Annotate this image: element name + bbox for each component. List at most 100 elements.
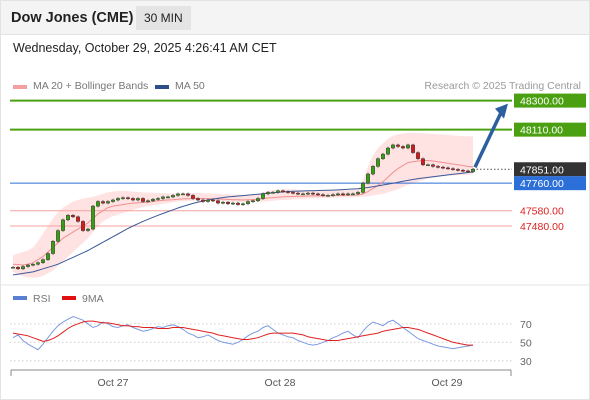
candle-up <box>266 192 270 195</box>
candle-up <box>391 144 395 149</box>
candle-down <box>396 144 400 147</box>
candle-up <box>221 202 225 204</box>
candle-up <box>36 262 40 265</box>
candle-up <box>271 192 275 194</box>
candle-up <box>351 193 355 196</box>
candle-up <box>116 198 120 201</box>
candle-down <box>201 199 205 202</box>
candle-up <box>86 228 90 231</box>
candle-up <box>386 147 390 155</box>
candle-up <box>371 166 375 175</box>
candle-down <box>456 169 460 171</box>
candle-up <box>276 190 280 193</box>
instrument-title: Dow Jones (CME) <box>11 10 134 26</box>
candle-up <box>346 193 350 196</box>
candle-up <box>231 202 235 205</box>
candle-up <box>331 194 335 196</box>
candle-up <box>21 266 25 270</box>
candle-down <box>446 167 450 170</box>
ma9-swatch <box>62 296 76 300</box>
candle-down <box>431 164 435 167</box>
datetime-label: Wednesday, October 29, 2025 4:26:41 AM C… <box>13 41 277 55</box>
level-label-box <box>514 122 586 137</box>
candle-down <box>81 221 85 231</box>
candle-up <box>256 198 260 201</box>
candle-up <box>121 197 125 199</box>
candle-up <box>426 164 430 167</box>
candle-down <box>411 144 415 153</box>
candle-down <box>321 194 325 196</box>
candle-down <box>191 195 195 199</box>
candle-up <box>46 253 50 260</box>
candle-down <box>286 191 290 193</box>
candle-down <box>236 202 240 205</box>
candle-down <box>466 170 470 173</box>
candle-up <box>61 219 65 231</box>
candle-up <box>181 193 185 196</box>
forecast-arrow-head <box>495 103 508 119</box>
candle-down <box>316 193 320 196</box>
candle-down <box>16 267 20 270</box>
candle-up <box>301 193 305 196</box>
research-credit: Research © 2025 Trading Central <box>424 80 581 92</box>
candle-up <box>406 144 410 149</box>
level-label-box <box>514 176 586 191</box>
candle-up <box>366 173 370 184</box>
legend-rsi: RSI <box>33 293 51 305</box>
x-tick-label: Oct 29 <box>432 377 463 389</box>
candle-up <box>96 201 100 207</box>
candle-up <box>156 198 160 200</box>
candle-down <box>401 146 405 149</box>
candle-up <box>336 193 340 196</box>
rsi-tick-label: 30 <box>520 356 532 368</box>
candle-down <box>101 201 105 204</box>
candle-up <box>176 193 180 196</box>
candle-down <box>126 197 130 199</box>
ma50-line <box>12 171 474 276</box>
candle-up <box>376 158 380 167</box>
x-tick-label: Oct 28 <box>265 377 296 389</box>
legend-9ma: 9MA <box>82 293 104 305</box>
rsi-tick-label: 70 <box>520 319 532 331</box>
candle-down <box>226 202 230 205</box>
ma50-swatch <box>155 85 169 89</box>
candle-up <box>136 198 140 201</box>
candle-up <box>66 215 70 221</box>
candle-down <box>461 169 465 172</box>
rsi-line <box>12 315 474 351</box>
candle-down <box>281 190 285 193</box>
candle-up <box>206 199 210 202</box>
candle-down <box>451 168 455 170</box>
candle-up <box>41 259 45 263</box>
rsi-swatch <box>13 296 27 300</box>
candle-up <box>26 264 30 267</box>
candle-down <box>416 152 420 159</box>
level-label-resistance: 48110.00 <box>520 125 563 137</box>
candle-down <box>216 200 220 204</box>
candle-up <box>51 241 55 254</box>
ma20-line <box>12 160 474 266</box>
level-label-pivot: 47760.00 <box>520 178 564 190</box>
level-label-support: 47480.00 <box>520 221 564 233</box>
candle-up <box>246 201 250 205</box>
candle-up <box>56 230 60 242</box>
candle-up <box>151 199 155 201</box>
candle-down <box>311 192 315 195</box>
candle-down <box>436 166 440 168</box>
rsi-ma9-line <box>12 320 473 346</box>
candle-up <box>361 182 365 193</box>
candle-up <box>91 205 95 230</box>
timeframe-badge[interactable]: 30 MIN <box>136 6 191 30</box>
candle-up <box>356 192 360 195</box>
candle-down <box>141 198 145 202</box>
candle-down <box>211 199 215 202</box>
header-bar: Dow Jones (CME) 30 MIN <box>1 1 589 35</box>
rsi-tick-label: 50 <box>520 337 532 349</box>
candle-down <box>441 166 445 169</box>
candle-down <box>71 215 75 218</box>
legend-ma20: MA 20 + Bollinger Bands <box>33 80 149 92</box>
x-tick-label: Oct 27 <box>98 377 129 389</box>
candle-up <box>106 201 110 204</box>
level-label-box <box>514 162 586 177</box>
level-label-resistance: 48300.00 <box>520 96 564 108</box>
